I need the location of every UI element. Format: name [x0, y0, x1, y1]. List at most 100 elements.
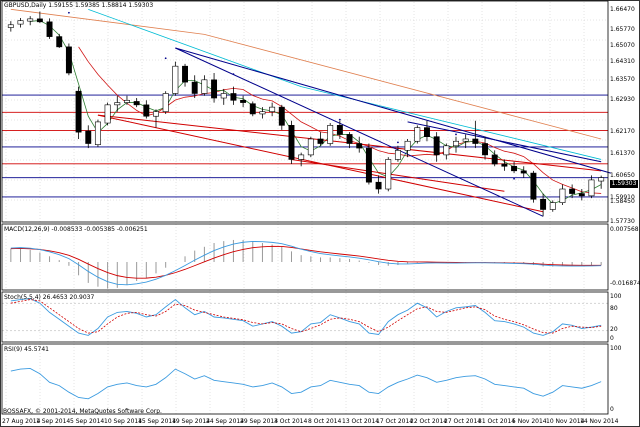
candle-body [356, 143, 363, 149]
horizontal-levels [2, 94, 608, 198]
stoch-signal-line [10, 299, 602, 334]
fractal-dot [232, 73, 235, 76]
date-axis-label: 8 Oct 2014 [308, 418, 342, 425]
date-axis-label: 10 Sep 2014 [104, 418, 143, 425]
candle-body [453, 140, 459, 147]
candle-body [182, 65, 188, 83]
trendline [291, 158, 505, 192]
candle-body [443, 145, 450, 156]
candle-body [104, 104, 111, 124]
candle-body [240, 100, 247, 103]
candle-body [249, 103, 256, 115]
candle-body [143, 104, 150, 117]
chart-grid [2, 2, 608, 414]
candle-body [491, 154, 498, 165]
candle-body [85, 130, 92, 144]
date-axis-label: 27 Oct 2014 [444, 418, 482, 425]
date-axis-label: 31 Oct 2014 [478, 418, 516, 425]
ohlc-values: 1.59155 1.59385 1.58814 1.59303 [48, 2, 154, 9]
candle-body [578, 193, 585, 197]
candle-body [394, 150, 401, 160]
price-axis-label: 1.63570 [610, 76, 635, 83]
fractal-dot [338, 118, 341, 121]
candle-body [259, 111, 266, 115]
date-axis-label: 14 Nov 2014 [580, 418, 619, 425]
price-axis-label: 1.62170 [610, 128, 635, 135]
candle-body [588, 179, 595, 197]
price-axis-label: 1.59910 [610, 194, 635, 201]
candle-body [549, 202, 556, 210]
price-axis-label: 1.62930 [610, 96, 635, 103]
candle-body [162, 93, 169, 112]
date-axis-label: 29 Sep 2014 [240, 418, 279, 425]
chart-header: GBPUSD,Daily 1.59155 1.59385 1.58814 1.5… [4, 2, 153, 9]
candle-body [482, 143, 488, 156]
pane-frame [1, 223, 609, 291]
candle-body [46, 21, 53, 37]
date-axis-label: 5 Sep 2014 [70, 418, 105, 425]
macd-pane [10, 239, 602, 289]
macd-label: MACD(12,26,9) -0.008533 -0.005385 -0.006… [4, 226, 148, 233]
candle-body [598, 177, 605, 182]
candle-body [540, 198, 547, 210]
macd-main-line [10, 241, 602, 286]
current-price-tag: 1.59303 [610, 180, 638, 188]
price-axis-label: 1.58450 [610, 198, 635, 205]
candle-body [404, 140, 411, 151]
macd-axis-bottom: -0.016874 [610, 280, 640, 287]
price-axis-label: 1.64310 [610, 58, 635, 65]
candle-body [472, 138, 479, 144]
candle-body [114, 102, 121, 106]
trendline [175, 47, 611, 174]
date-axis-label: 17 Oct 2014 [376, 418, 414, 425]
trendlines [68, 11, 611, 217]
price-axis-label: 1.66470 [610, 6, 635, 13]
stoch-level-20: 20 [610, 326, 618, 333]
candle-body [65, 46, 72, 74]
price-axis-label: 1.65070 [610, 42, 635, 49]
date-axis-label: 19 Sep 2014 [172, 418, 211, 425]
date-axis-label: 1 Sep 2014 [36, 418, 71, 425]
rsi-level-100: 100 [610, 345, 622, 352]
candle-body [75, 90, 82, 133]
stochastic-pane [2, 298, 608, 336]
trendline [407, 121, 602, 163]
candle-body [278, 106, 285, 126]
symbol-label: GBPUSD,Daily [4, 2, 47, 9]
fractal-dot [397, 141, 399, 144]
moving-averages [10, 8, 602, 205]
candle-body [462, 138, 469, 142]
candle-body [27, 18, 34, 22]
candle-body [336, 125, 343, 135]
stoch-level-100: 100 [610, 293, 622, 300]
candle-body [424, 127, 430, 137]
trendline [175, 47, 544, 217]
candle-body [307, 138, 314, 156]
candle-body [288, 125, 295, 160]
date-axis-label: 5 Nov 2014 [512, 418, 547, 425]
rsi-line [10, 367, 602, 400]
stoch-label: Stoch(5,5,4) 26.4653 20.9037 [4, 294, 95, 301]
candle-body [569, 188, 576, 194]
stoch-level-0: 0 [610, 335, 614, 342]
date-axis-label: 10 Nov 2014 [546, 418, 585, 425]
stoch-main-line [10, 298, 602, 336]
date-axis-label: 13 Oct 2014 [342, 418, 380, 425]
candle-body [230, 93, 237, 101]
fractal-dot [455, 133, 457, 136]
candle-body [346, 134, 353, 144]
candle-body [211, 79, 218, 99]
candle-body [17, 20, 24, 25]
macd-axis-top: 0.007568 [610, 226, 639, 233]
candle-body [414, 127, 421, 142]
ma-mid-line [88, 8, 602, 160]
date-axis-label: 22 Oct 2014 [410, 418, 448, 425]
candlesticks [7, 11, 605, 217]
candle-body [433, 136, 440, 156]
rsi-pane [10, 367, 602, 400]
candle-body [172, 65, 179, 94]
date-axis-label: 3 Oct 2014 [274, 418, 308, 425]
candle-body [36, 18, 43, 23]
price-axis-label: 1.57730 [610, 218, 635, 225]
